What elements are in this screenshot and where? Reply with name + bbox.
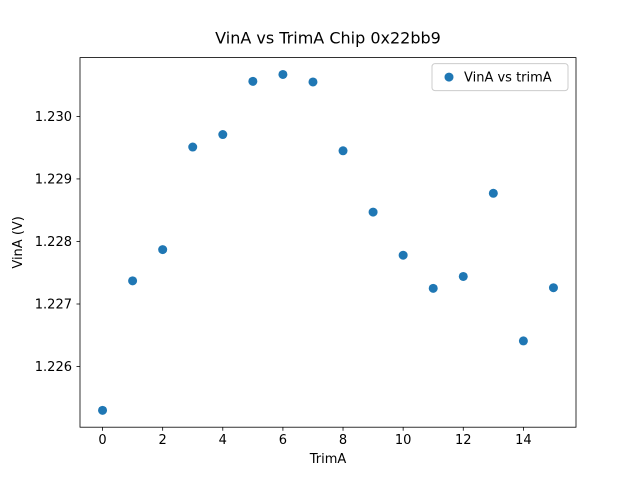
legend-marker-icon — [444, 72, 454, 82]
y-tick-label: 1.226 — [35, 360, 72, 375]
scatter-point — [368, 207, 378, 217]
scatter-point — [308, 77, 318, 87]
scatter-point — [488, 188, 498, 198]
scatter-point — [338, 146, 348, 156]
plot-area — [80, 57, 576, 428]
y-tick-label: 1.229 — [35, 172, 72, 187]
x-tick-label: 12 — [455, 433, 472, 448]
scatter-point — [398, 250, 408, 260]
x-tick-label: 4 — [219, 433, 227, 448]
y-axis-label: VinA (V) — [11, 216, 26, 269]
scatter-point — [458, 271, 468, 281]
x-axis-label: TrimA — [309, 452, 347, 467]
x-tick-label: 2 — [159, 433, 167, 448]
scatter-point — [428, 283, 438, 293]
axes-spines — [79, 57, 577, 428]
scatter-point — [98, 405, 108, 415]
scatter-point — [158, 245, 168, 255]
y-tick-label: 1.228 — [35, 235, 72, 250]
legend-box — [431, 63, 569, 92]
chart-title: VinA vs TrimA Chip 0x22bb9 — [215, 29, 441, 48]
scatter-point — [278, 69, 288, 79]
scatter-point — [518, 336, 528, 346]
x-tick-label: 14 — [515, 433, 532, 448]
scatter-point — [218, 130, 228, 140]
x-tick-label: 10 — [395, 433, 412, 448]
y-tick-label: 1.230 — [35, 110, 72, 125]
scatter-point — [128, 276, 138, 286]
scatter-point — [548, 283, 558, 293]
y-tick-label: 1.227 — [35, 298, 72, 313]
x-tick-label: 6 — [279, 433, 287, 448]
scatter-point — [248, 76, 258, 86]
x-tick-label: 8 — [339, 433, 347, 448]
scatter-point — [188, 142, 198, 152]
legend-label: VinA vs trimA — [464, 71, 552, 86]
x-tick-label: 0 — [98, 433, 106, 448]
